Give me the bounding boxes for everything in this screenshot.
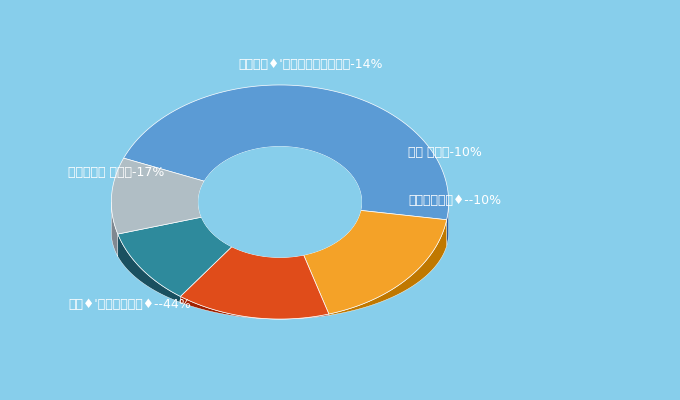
Text: その保護♦'徹底してまいります-14%: その保護♦'徹底してまいります-14% <box>238 58 382 70</box>
Polygon shape <box>180 296 329 319</box>
Text: 東京ドーム プール-17%: 東京ドーム プール-17% <box>68 166 165 178</box>
Text: スポーツクラ♦--10%: スポーツクラ♦--10% <box>408 194 501 206</box>
PathPatch shape <box>124 85 449 220</box>
PathPatch shape <box>118 217 232 296</box>
Polygon shape <box>447 203 449 246</box>
Text: 調布 プール-10%: 調布 プール-10% <box>408 146 482 158</box>
Polygon shape <box>112 202 118 256</box>
Polygon shape <box>329 220 447 315</box>
Polygon shape <box>118 234 180 302</box>
Polygon shape <box>199 146 362 258</box>
PathPatch shape <box>112 158 204 234</box>
Text: 後楽♦'スポーツクラ♦--44%: 後楽♦'スポーツクラ♦--44% <box>68 298 191 310</box>
PathPatch shape <box>304 210 447 314</box>
PathPatch shape <box>180 247 329 319</box>
